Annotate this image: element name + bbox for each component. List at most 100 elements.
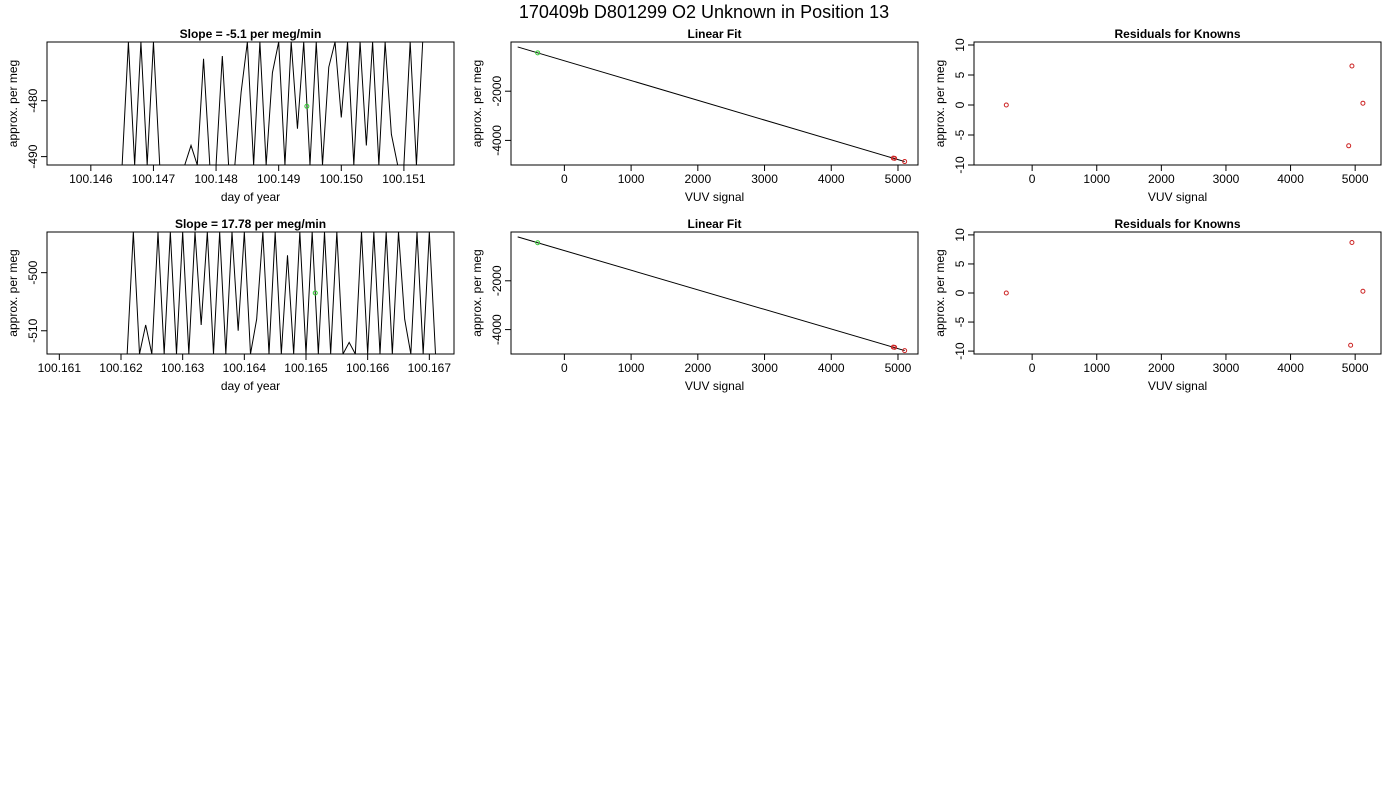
series-line [517, 236, 905, 352]
x-tick-label: 5000 [885, 361, 912, 375]
y-tick-label: -10 [953, 342, 967, 360]
x-tick-label: 100.148 [194, 172, 238, 186]
x-tick-label: 100.151 [382, 172, 426, 186]
plot-frame [973, 231, 1382, 355]
x-tick-label: 100.164 [223, 361, 267, 375]
x-tick-label: 2000 [684, 172, 711, 186]
y-tick-label: -10 [953, 156, 967, 174]
panel-title: Residuals for Knowns [1114, 27, 1240, 41]
plot-area [126, 232, 436, 354]
y-tick-label: 0 [953, 101, 967, 108]
x-tick-label: 2000 [1148, 172, 1175, 186]
x-tick-label: 4000 [1277, 172, 1304, 186]
plot-area [121, 42, 424, 165]
x-tick-label: 3000 [751, 172, 778, 186]
x-tick-label: 100.149 [257, 172, 301, 186]
chart-panel-1: Slope = -5.1 per meg/min 100.146 100.147 10… [6, 27, 455, 204]
panel-title: Residuals for Knowns [1114, 217, 1240, 231]
data-point [1003, 102, 1009, 108]
panel-title: Slope = 17.78 per meg/min [175, 217, 326, 231]
data-point [1349, 239, 1355, 245]
x-tick-label: 5000 [1342, 361, 1369, 375]
y-tick-label: 0 [953, 289, 967, 296]
x-tick-label: 4000 [818, 172, 845, 186]
y-tick-label: -510 [26, 318, 40, 342]
y-axis-label: approx. per meg [470, 60, 484, 147]
data-point [1348, 342, 1354, 348]
y-tick-label: -5 [953, 316, 967, 327]
x-tick-label: 3000 [1213, 172, 1240, 186]
x-tick-label: 2000 [684, 361, 711, 375]
series-line [121, 42, 424, 165]
panel-title: Slope = -5.1 per meg/min [180, 27, 322, 41]
figure-title: 170409b D801299 O2 Unknown in Position 1… [519, 2, 889, 22]
y-axis-label: approx. per meg [6, 60, 20, 147]
x-tick-label: 4000 [818, 361, 845, 375]
y-tick-label: -5 [953, 129, 967, 140]
x-axis-label: VUV signal [685, 190, 744, 204]
y-tick-label: 5 [953, 260, 967, 267]
y-axis-label: approx. per meg [6, 249, 20, 336]
plot-area [517, 46, 908, 165]
data-point [892, 155, 898, 161]
data-point [892, 344, 898, 350]
data-point [535, 50, 541, 56]
x-axis-label: day of year [221, 379, 280, 393]
plot-frame [510, 41, 919, 166]
panel-title: Linear Fit [687, 217, 741, 231]
x-tick-label: 5000 [1342, 172, 1369, 186]
x-tick-label: 0 [1029, 172, 1036, 186]
x-tick-label: 1000 [1083, 361, 1110, 375]
x-tick-label: 100.150 [320, 172, 364, 186]
data-point [312, 290, 318, 296]
x-tick-label: 100.162 [99, 361, 143, 375]
y-axis-label: approx. per meg [470, 249, 484, 336]
plot-area [517, 236, 908, 354]
plot-area [1003, 239, 1366, 348]
chart-panel-6: Residuals for Knowns 0 1000 2000 3000 4000 500… [933, 217, 1382, 393]
x-tick-label: 1000 [618, 172, 645, 186]
x-tick-label: 100.161 [38, 361, 82, 375]
data-point [902, 159, 908, 165]
y-tick-label: -4000 [490, 125, 504, 156]
y-axis-label: approx. per meg [933, 60, 947, 147]
chart-panel-5: Linear Fit 0 1000 2000 3000 4000 5000 -2000 -400… [470, 217, 919, 393]
y-tick-label: -500 [26, 260, 40, 284]
y-tick-label: -2000 [490, 76, 504, 107]
x-tick-label: 100.165 [284, 361, 328, 375]
x-axis-label: VUV signal [1148, 190, 1207, 204]
x-tick-label: 2000 [1148, 361, 1175, 375]
x-tick-label: 3000 [751, 361, 778, 375]
plot-frame [973, 41, 1382, 166]
plot-area [1003, 63, 1366, 149]
data-point [1360, 100, 1366, 106]
series-line [517, 46, 905, 163]
x-tick-label: 100.147 [132, 172, 176, 186]
y-tick-label: -480 [26, 88, 40, 112]
data-point [902, 348, 908, 354]
chart-panel-4: Slope = 17.78 per meg/min 100.161 100.162 1… [6, 217, 455, 393]
x-tick-label: 0 [561, 172, 568, 186]
x-tick-label: 1000 [1083, 172, 1110, 186]
y-tick-label: -4000 [490, 314, 504, 345]
chart-panels: Slope = -5.1 per meg/min 100.146 100.147 10… [6, 27, 1382, 393]
x-axis-label: day of year [221, 190, 280, 204]
x-axis-label: VUV signal [1148, 379, 1207, 393]
data-point [535, 240, 541, 246]
chart-panel-3: Residuals for Knowns 0 1000 2000 3000 4000 500… [933, 27, 1382, 204]
chart-panel-2: Linear Fit 0 1000 2000 3000 4000 5000 -2000 -400… [470, 27, 919, 204]
data-point [1003, 290, 1009, 296]
x-tick-label: 0 [1029, 361, 1036, 375]
x-tick-label: 100.166 [346, 361, 390, 375]
data-point [1349, 63, 1355, 69]
plot-frame [510, 231, 919, 355]
x-tick-label: 100.167 [408, 361, 452, 375]
x-tick-label: 100.163 [161, 361, 205, 375]
x-tick-label: 100.146 [69, 172, 113, 186]
y-tick-label: -490 [26, 144, 40, 168]
data-point [1346, 143, 1352, 149]
x-tick-label: 5000 [885, 172, 912, 186]
data-point [304, 103, 310, 109]
y-tick-label: 10 [953, 38, 967, 52]
y-tick-label: 10 [953, 228, 967, 242]
